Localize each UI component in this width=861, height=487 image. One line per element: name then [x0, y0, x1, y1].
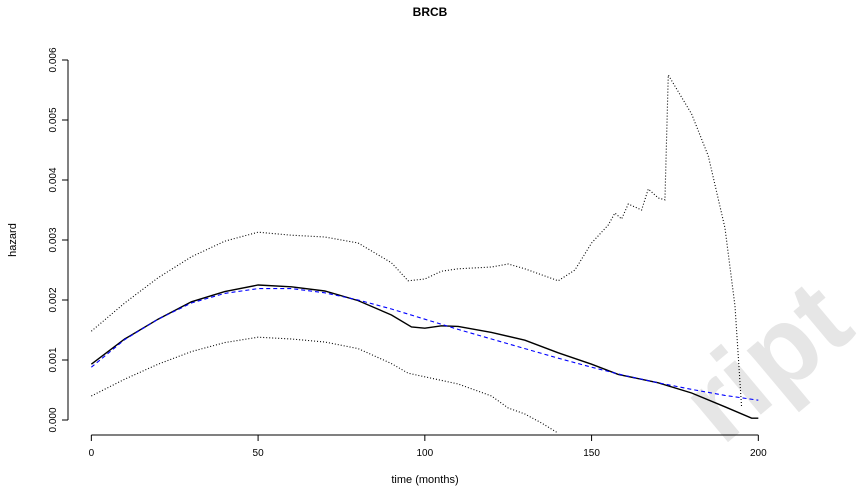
- y-tick-label: 0.002: [48, 287, 59, 312]
- chart-title: BRCB: [413, 5, 448, 19]
- x-tick-label: 0: [89, 448, 95, 459]
- series-line: [90, 288, 759, 401]
- y-tick-label: 0.005: [48, 107, 59, 132]
- series-line: [90, 284, 759, 419]
- x-tick-label: 150: [583, 448, 600, 459]
- y-tick-label: 0.006: [48, 47, 59, 72]
- x-tick-label: 50: [253, 448, 265, 459]
- x-axis-label: time (months): [391, 474, 458, 486]
- x-tick-label: 100: [416, 448, 433, 459]
- watermark: ript: [658, 257, 861, 465]
- x-tick-label: 200: [750, 448, 767, 459]
- series-line: [90, 73, 743, 409]
- y-tick-label: 0.004: [48, 167, 59, 192]
- y-tick-label: 0.000: [48, 407, 59, 432]
- y-tick-label: 0.001: [48, 347, 59, 372]
- y-tick-label: 0.003: [48, 227, 59, 252]
- y-axis-label: hazard: [7, 223, 19, 257]
- series-line: [91, 336, 559, 434]
